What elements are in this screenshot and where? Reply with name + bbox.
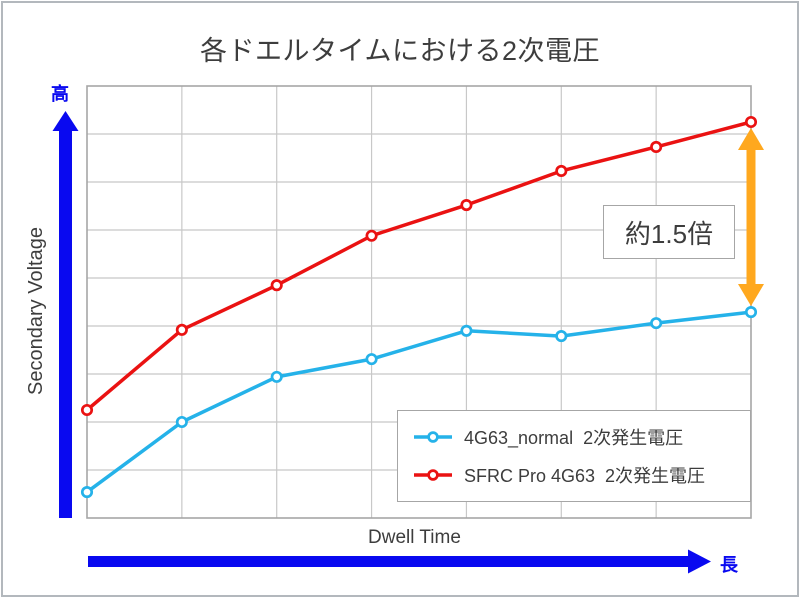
legend-item-label: 4G63_normal 2次発生電圧 [464,427,684,448]
y-axis-arrow-head [52,111,79,131]
x-axis-label: Dwell Time [368,527,461,548]
gap-annotation-text: 約1.5倍 [624,218,714,249]
data-point-marker [650,140,663,154]
legend-item-label: SFRC Pro 4G63 2次発生電圧 [464,466,706,487]
legend-line-marker-icon [414,430,452,443]
data-point-marker [744,306,758,319]
x-axis-arrow-head [688,549,711,574]
data-point-marker [744,115,758,129]
data-point-marker [270,279,283,292]
data-point-marker [460,324,473,337]
legend-item-sfrc-pro: SFRC Pro 4G63 2次発生電圧 [398,462,750,488]
x-axis-arrow-shaft [88,556,689,567]
y-axis-label: Secondary Voltage [25,227,47,395]
legend-line-marker-icon [414,469,452,482]
data-point-marker [365,353,378,366]
gap-arrow-head-down [738,284,764,306]
data-point-marker [460,198,473,212]
y-axis-arrow-shaft [59,129,72,518]
data-point-marker [650,317,663,330]
data-point-marker [555,330,568,343]
series-line-1 [85,120,753,412]
data-point-marker [555,164,568,178]
y-axis-high-label: 高 [51,84,69,104]
data-point-marker [270,370,283,383]
x-axis-long-label: 長 [720,555,738,575]
gap-annotation-box: 約1.5倍 [603,205,735,259]
legend-item-normal: 4G63_normal 2次発生電圧 [398,424,750,450]
data-point-marker [365,229,378,242]
data-point-marker [175,323,188,336]
chart-title: 各ドエルタイムにおける2次電圧 [200,36,600,66]
gap-arrow-head-up [738,128,764,150]
data-point-marker [80,403,94,417]
data-point-marker [175,415,188,429]
series-line-0 [85,310,753,494]
legend-box: 4G63_normal 2次発生電圧 SFRC Pro 4G63 2次発生電圧 [397,410,751,502]
data-point-marker [80,486,94,499]
gap-arrow-shaft [746,147,756,287]
